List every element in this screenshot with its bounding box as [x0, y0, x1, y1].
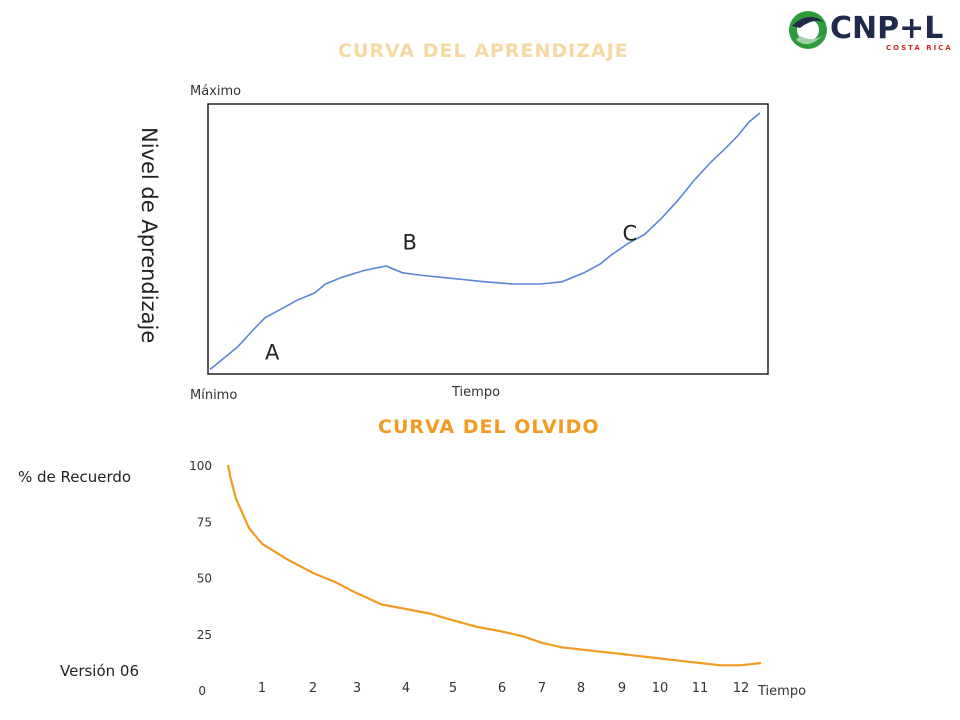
x-tick-label: 5 — [449, 681, 457, 696]
y-max-label: Máximo — [190, 84, 241, 99]
annotation-c: C — [623, 222, 638, 246]
x-tick-label: 4 — [402, 681, 410, 696]
y-tick-label: 100 — [189, 459, 212, 473]
logo-text: CNP+L — [830, 11, 943, 46]
learning-curve-title: Curva del aprendizaje — [338, 40, 629, 62]
learning-plot-frame — [207, 103, 769, 375]
x-tick-label: 6 — [498, 681, 506, 696]
learning-x-axis-label: Tiempo — [451, 385, 500, 400]
forgetting-y-axis-label: % de Recuerdo — [18, 468, 131, 486]
learning-curve-chart: Máximo Mínimo Tiempo Nivel de Aprendizaj… — [137, 84, 769, 403]
logo-swirl-icon — [789, 11, 827, 49]
x-tick-label: 10 — [652, 681, 669, 696]
y-tick-label: 50 — [197, 572, 212, 586]
version-label: Versión 06 — [60, 662, 140, 680]
forgetting-x-axis-label: Tiempo — [757, 684, 806, 699]
x-tick-label: 2 — [309, 681, 317, 696]
y-min-label: Mínimo — [190, 388, 237, 403]
x-tick-label: 7 — [538, 681, 546, 696]
forgetting-curve-title: Curva del olvido — [378, 416, 600, 438]
y-tick-label: 25 — [197, 628, 212, 642]
y-tick-label: 75 — [197, 515, 212, 529]
learning-y-axis-label: Nivel de Aprendizaje — [137, 127, 161, 343]
x-tick-label: 3 — [353, 681, 361, 696]
x-tick-label: 1 — [258, 681, 266, 696]
cnpl-logo: CNP+L COSTA RICA — [789, 11, 952, 52]
annotation-b: B — [403, 231, 417, 255]
annotation-a: A — [265, 341, 280, 365]
x-tick-label: 11 — [692, 681, 709, 696]
x-tick-label: 9 — [618, 681, 626, 696]
x-tick-label: 8 — [577, 681, 585, 696]
logo-subtext: COSTA RICA — [886, 44, 952, 52]
forgetting-curve-line — [226, 464, 762, 667]
learning-curve-line — [209, 112, 761, 371]
y-tick-label: 0 — [198, 684, 206, 698]
x-tick-label: 12 — [733, 681, 750, 696]
